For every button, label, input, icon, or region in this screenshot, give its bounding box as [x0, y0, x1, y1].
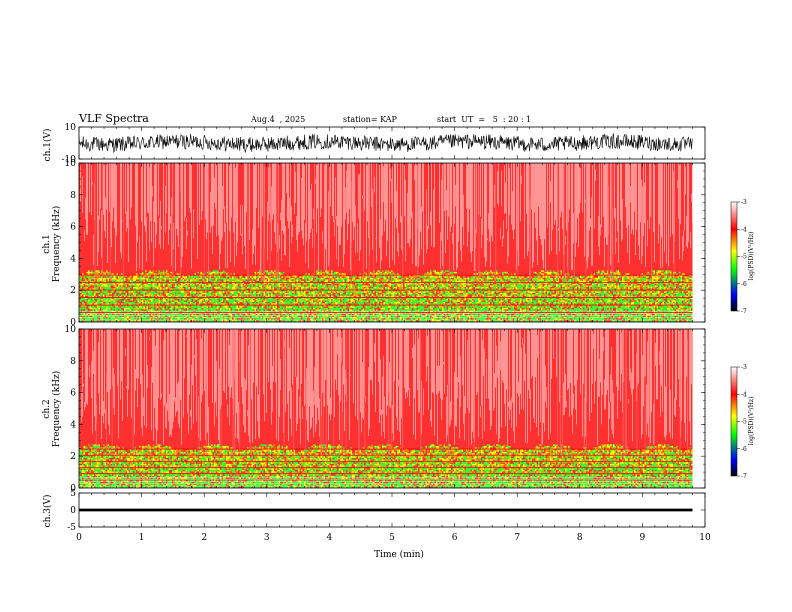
x-tick-label: 2 [201, 533, 207, 543]
y-tick-label: 10 [65, 123, 77, 133]
ch1-spectrogram-band-orange [79, 270, 693, 322]
colorbar-tick-label: -4 [741, 391, 747, 398]
y-tick-label: 5 [70, 489, 76, 499]
ch3-waveform-ylabel: ch.3(V) [42, 495, 53, 528]
ch1-colorbar-label: log(PSD)(V²/Hz) [748, 232, 755, 281]
y-tick-label: 0 [70, 484, 76, 494]
colorbar-tick-label: -7 [741, 308, 747, 315]
y-tick-label: 0 [70, 506, 76, 516]
y-tick-label: 8 [70, 191, 76, 201]
x-tick-label: 0 [76, 533, 82, 543]
x-tick-label: 6 [452, 533, 458, 543]
ch1-spectrogram-panel [79, 163, 705, 322]
ch2-spectrogram-nodata [692, 329, 705, 488]
header-start-time: start UT = 5 : 20 : 1 [437, 115, 532, 124]
figure-title: VLF Spectra [79, 112, 149, 125]
y-tick-label: 8 [70, 357, 76, 367]
ch2-spec-ylabel-line1: ch.2 [42, 399, 52, 418]
x-tick-label: 1 [139, 533, 145, 543]
ch1-spectrogram-speckle [86, 163, 693, 272]
ch3-waveform-trace [79, 508, 693, 512]
y-tick-label: -10 [62, 155, 77, 165]
y-tick-label: 10 [65, 325, 77, 335]
x-tick-label: 8 [577, 533, 583, 543]
ch2-colorbar-label: log(PSD)(V²/Hz) [748, 397, 755, 446]
colorbar-tick-label: -5 [741, 254, 747, 261]
x-tick-label: 5 [389, 533, 395, 543]
header-station: station= KAP [343, 115, 397, 124]
colorbar-tick-label: -3 [741, 199, 747, 206]
colorbar-ticks: -3 -4 -5 -6 -7 -3 -4 -5 -6 -7 [737, 199, 747, 480]
x-tick-label: 7 [514, 533, 520, 543]
y-tick-label: -5 [67, 523, 76, 533]
ch3-waveform-panel [79, 508, 693, 512]
y-tick-label: 0 [70, 318, 76, 328]
ch2-spectrogram-panel [79, 329, 705, 488]
y-tick-label: 6 [70, 389, 76, 399]
x-tick-label: 4 [327, 533, 333, 543]
ch2-spectrogram-speckle [82, 329, 692, 445]
ch1-waveform-panel [78, 132, 693, 154]
x-tick-label: 9 [640, 533, 646, 543]
ch1-waveform-ylabel: ch.1(V) [42, 129, 53, 162]
colorbar-tick-label: -6 [741, 446, 747, 453]
colorbar-tick-label: -6 [741, 281, 747, 288]
ch1-spec-ylabel-line2: Frequency (kHz) [51, 206, 62, 283]
ch2-spec-ylabel-line2: Frequency (kHz) [51, 371, 62, 448]
x-tick-label: 3 [264, 533, 270, 543]
ch1-waveform-trace [78, 132, 693, 154]
ch1-spectrogram-nodata [692, 163, 705, 322]
header-date: Aug.4 , 2025 [251, 115, 306, 124]
y-tick-label: 6 [70, 223, 76, 233]
x-axis-label: Time (min) [374, 549, 424, 560]
y-tick-label: 4 [70, 420, 76, 430]
x-tick-label: 10 [699, 533, 711, 543]
ch1-spec-ylabel-line1: ch.1 [42, 234, 52, 253]
colorbar-tick-label: -3 [741, 364, 747, 371]
y-tick-label: 2 [70, 286, 76, 296]
y-tick-label: 2 [70, 452, 76, 462]
y-tick-label: 4 [70, 254, 76, 264]
colorbar-tick-label: -5 [741, 419, 747, 426]
colorbar-tick-label: -4 [741, 226, 747, 233]
y-tick-label: 10 [65, 159, 77, 169]
colorbar-tick-label: -7 [741, 473, 747, 480]
